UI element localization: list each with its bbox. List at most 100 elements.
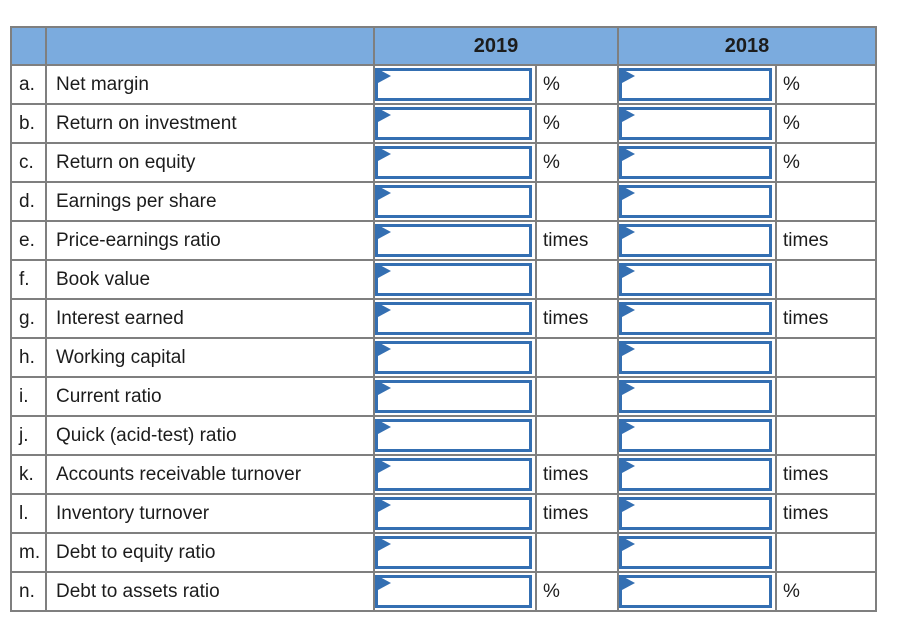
- value-input-2018[interactable]: [620, 536, 772, 569]
- input-cell-2019: [373, 337, 537, 378]
- unit-label-2019: %: [535, 103, 619, 144]
- input-cell-2019: [373, 571, 537, 612]
- row-letter: f.: [10, 259, 47, 300]
- table-row: b. Return on investment%%: [10, 103, 877, 144]
- row-letter: l.: [10, 493, 47, 534]
- table-row: k. Accounts receivable turnover times times: [10, 454, 877, 495]
- cell-flag-icon: [622, 303, 635, 317]
- input-cell-2018: [617, 415, 777, 456]
- table-row: e. Price-earnings ratio times times: [10, 220, 877, 261]
- value-input-2018[interactable]: [620, 575, 772, 608]
- cell-flag-icon: [378, 459, 391, 473]
- value-input-2019[interactable]: [376, 536, 532, 569]
- cell-flag-icon: [378, 342, 391, 356]
- unit-label-2018: [775, 532, 877, 573]
- cell-flag-icon: [378, 69, 391, 83]
- value-input-2019[interactable]: [376, 185, 532, 218]
- unit-label-2019: %: [535, 64, 619, 105]
- value-input-2019[interactable]: [376, 497, 532, 530]
- value-input-2018[interactable]: [620, 224, 772, 257]
- unit-label-2019: times: [535, 454, 619, 495]
- value-input-2018[interactable]: [620, 380, 772, 413]
- input-cell-2018: [617, 571, 777, 612]
- table-row: l. Inventory turnover times times: [10, 493, 877, 534]
- unit-label-2019: %: [535, 571, 619, 612]
- row-label: Earnings per share: [45, 181, 375, 222]
- value-input-2019[interactable]: [376, 302, 532, 335]
- header-year-2018: 2018: [617, 26, 877, 66]
- value-input-2019[interactable]: [376, 68, 532, 101]
- unit-label-2019: [535, 376, 619, 417]
- ratios-table: 2019 2018 a. Net margin%% b. Return on inve…: [10, 26, 877, 612]
- input-cell-2018: [617, 220, 777, 261]
- row-label: Accounts receivable turnover: [45, 454, 375, 495]
- cell-flag-icon: [378, 303, 391, 317]
- value-input-2019[interactable]: [376, 224, 532, 257]
- row-label: Inventory turnover: [45, 493, 375, 534]
- value-input-2018[interactable]: [620, 107, 772, 140]
- cell-flag-icon: [622, 147, 635, 161]
- value-input-2019[interactable]: [376, 458, 532, 491]
- input-cell-2019: [373, 376, 537, 417]
- row-label: Working capital: [45, 337, 375, 378]
- row-letter: a.: [10, 64, 47, 105]
- row-letter: d.: [10, 181, 47, 222]
- cell-flag-icon: [378, 576, 391, 590]
- row-letter: m.: [10, 532, 47, 573]
- value-input-2018[interactable]: [620, 341, 772, 374]
- ratios-table-container: 2019 2018 a. Net margin%% b. Return on inve…: [10, 26, 877, 612]
- unit-label-2019: %: [535, 142, 619, 183]
- header-year-2019: 2019: [373, 26, 619, 66]
- unit-label-2018: [775, 181, 877, 222]
- row-label: Interest earned: [45, 298, 375, 339]
- row-label: Quick (acid-test) ratio: [45, 415, 375, 456]
- value-input-2019[interactable]: [376, 146, 532, 179]
- header-row: 2019 2018: [10, 26, 877, 66]
- cell-flag-icon: [378, 108, 391, 122]
- cell-flag-icon: [622, 186, 635, 200]
- unit-label-2018: %: [775, 571, 877, 612]
- input-cell-2019: [373, 103, 537, 144]
- value-input-2018[interactable]: [620, 302, 772, 335]
- table-row: m. Debt to equity ratio: [10, 532, 877, 573]
- unit-label-2018: %: [775, 103, 877, 144]
- row-letter: k.: [10, 454, 47, 495]
- value-input-2019[interactable]: [376, 419, 532, 452]
- input-cell-2018: [617, 493, 777, 534]
- cell-flag-icon: [622, 108, 635, 122]
- value-input-2019[interactable]: [376, 107, 532, 140]
- table-row: f. Book value: [10, 259, 877, 300]
- value-input-2018[interactable]: [620, 146, 772, 179]
- input-cell-2019: [373, 220, 537, 261]
- input-cell-2018: [617, 532, 777, 573]
- row-label: Net margin: [45, 64, 375, 105]
- cell-flag-icon: [378, 147, 391, 161]
- value-input-2018[interactable]: [620, 263, 772, 296]
- value-input-2019[interactable]: [376, 380, 532, 413]
- unit-label-2018: %: [775, 142, 877, 183]
- table-row: i. Current ratio: [10, 376, 877, 417]
- table-row: c. Return on equity%%: [10, 142, 877, 183]
- input-cell-2019: [373, 415, 537, 456]
- value-input-2018[interactable]: [620, 497, 772, 530]
- value-input-2018[interactable]: [620, 68, 772, 101]
- input-cell-2018: [617, 259, 777, 300]
- cell-flag-icon: [378, 186, 391, 200]
- input-cell-2018: [617, 298, 777, 339]
- value-input-2018[interactable]: [620, 419, 772, 452]
- cell-flag-icon: [622, 381, 635, 395]
- value-input-2018[interactable]: [620, 185, 772, 218]
- cell-flag-icon: [622, 69, 635, 83]
- row-label: Book value: [45, 259, 375, 300]
- value-input-2018[interactable]: [620, 458, 772, 491]
- table-row: j. Quick (acid-test) ratio: [10, 415, 877, 456]
- table-row: d. Earnings per share: [10, 181, 877, 222]
- input-cell-2019: [373, 532, 537, 573]
- row-letter: b.: [10, 103, 47, 144]
- unit-label-2018: times: [775, 298, 877, 339]
- row-label: Return on investment: [45, 103, 375, 144]
- value-input-2019[interactable]: [376, 575, 532, 608]
- value-input-2019[interactable]: [376, 341, 532, 374]
- value-input-2019[interactable]: [376, 263, 532, 296]
- unit-label-2018: [775, 259, 877, 300]
